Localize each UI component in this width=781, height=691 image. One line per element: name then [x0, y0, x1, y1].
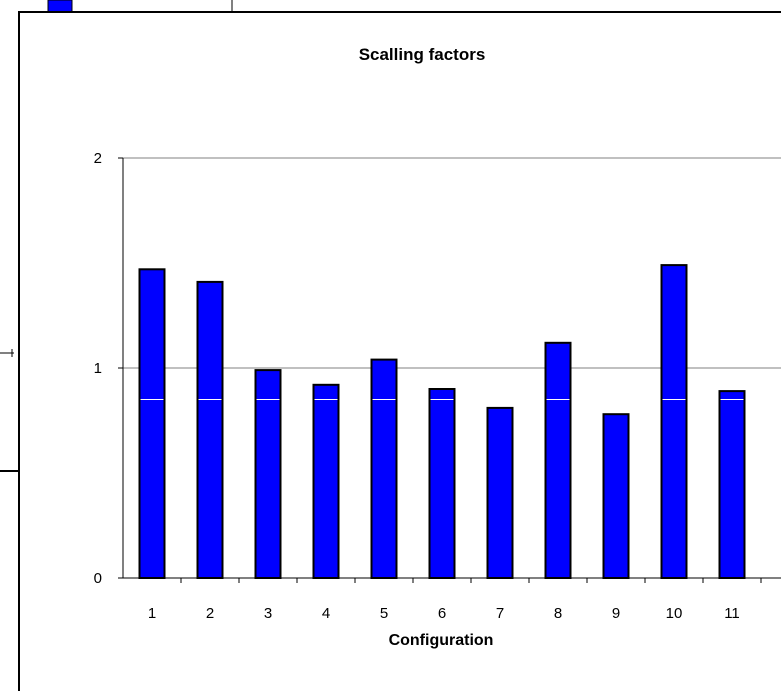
- y-tick-label-2: 2: [94, 150, 102, 167]
- x-tick-label-7: 7: [496, 605, 504, 622]
- x-tick-label-2: 2: [206, 605, 214, 622]
- bar-7: [486, 406, 514, 579]
- bar-series: [138, 264, 746, 580]
- x-tick-label-1: 1: [148, 605, 156, 622]
- background-fragments: [0, 0, 233, 472]
- y-tick-marks: [118, 157, 123, 579]
- x-tick-label-4: 4: [322, 605, 330, 622]
- bar-1: [138, 268, 166, 579]
- bar-3: [254, 369, 282, 579]
- bar-6: [428, 388, 456, 579]
- bar-8: [544, 341, 572, 579]
- chart-title: Scalling factors: [359, 45, 486, 64]
- bar-11: [718, 390, 746, 579]
- x-tick-label-3: 3: [264, 605, 272, 622]
- legend-swatch-fragment: [47, 0, 73, 13]
- x-tick-label-9: 9: [612, 605, 620, 622]
- bar-4: [312, 383, 340, 579]
- x-tick-label-6: 6: [438, 605, 446, 622]
- plot-area: 1 2 3 4 5 6 7 8 9 10 11 0 1 2: [94, 150, 781, 622]
- x-tick-marks: [180, 578, 762, 583]
- y-tick-label-0: 0: [94, 570, 102, 587]
- x-tick-label-11: 11: [724, 605, 740, 622]
- x-tick-label-8: 8: [554, 605, 562, 622]
- bar-9: [602, 413, 630, 580]
- x-tick-label-5: 5: [380, 605, 388, 622]
- bar-5: [370, 358, 398, 579]
- x-axis-title: Configuration: [389, 632, 494, 649]
- x-tick-label-10: 10: [666, 605, 683, 622]
- bar-10: [660, 264, 688, 579]
- y-tick-label-1: 1: [94, 360, 102, 377]
- bar-2: [196, 280, 224, 579]
